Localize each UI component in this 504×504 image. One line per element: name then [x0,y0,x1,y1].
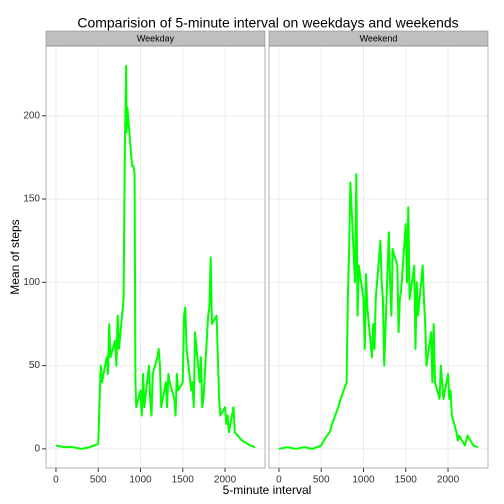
strip-label: Weekend [360,33,398,43]
panel-border [268,45,489,469]
x-tick-label: 1000 [352,475,375,486]
y-tick-label: 150 [23,194,40,205]
x-tick-label: 2000 [214,475,237,486]
x-tick-label: 500 [90,475,107,486]
x-tick-label: 2000 [437,475,460,486]
x-tick-label: 0 [53,475,59,486]
panel-border [45,45,266,469]
x-tick-label: 0 [276,475,282,486]
y-tick-label: 0 [34,443,40,454]
y-axis-label: Mean of steps [8,219,22,294]
y-tick-label: 200 [23,110,40,121]
panel-background [46,46,265,468]
x-tick-label: 1500 [395,475,418,486]
y-tick-label: 100 [23,277,40,288]
data-line [278,173,479,450]
x-tick-label: 1000 [129,475,152,486]
x-tick-label: 1500 [172,475,195,486]
chart-title: Comparision of 5-minute interval on week… [77,15,458,31]
x-tick-label: 500 [313,475,330,486]
x-axis-label: 5-minute interval [223,483,312,497]
strip-label: Weekday [137,33,175,43]
y-tick-label: 50 [29,360,41,371]
data-line [55,64,256,450]
